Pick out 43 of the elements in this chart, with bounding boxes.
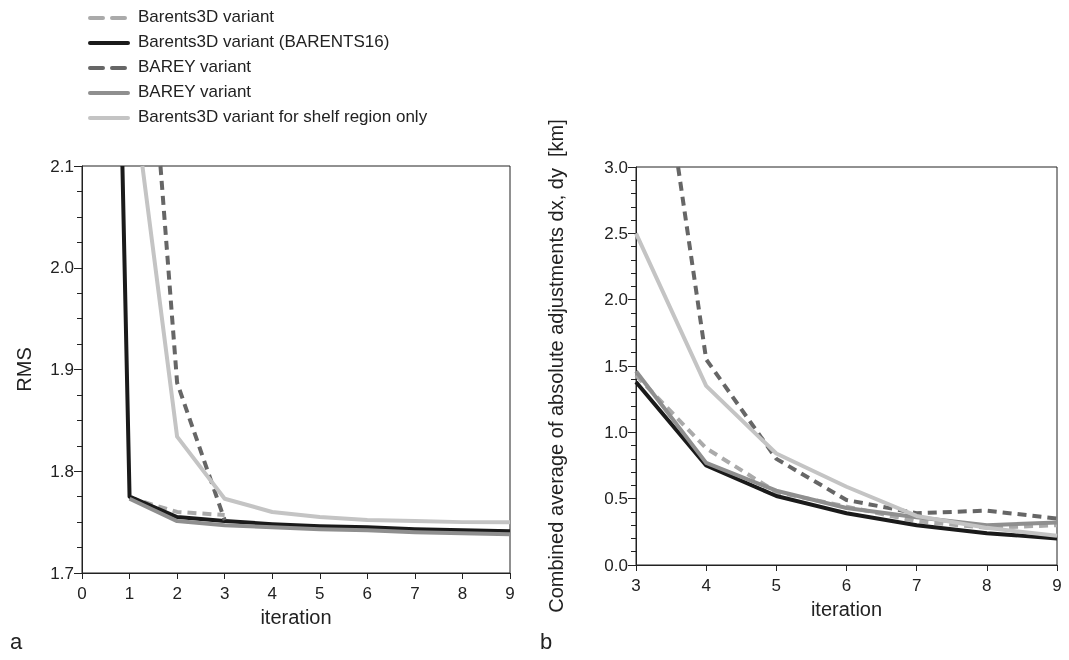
x-tick-label: 1 — [124, 584, 135, 603]
line-series — [634, 231, 1059, 538]
x-tick-label: 0 — [77, 584, 87, 603]
y-axis-title: Combined average of absolute adjustments dx, dy [km] — [545, 119, 567, 613]
legend-label: Barents3D variant (BARENTS16) — [138, 32, 390, 51]
x-tick-label: 5 — [315, 584, 325, 603]
line-series — [676, 165, 1059, 521]
x-tick-label: 8 — [457, 584, 468, 603]
x-tick-label: 8 — [982, 576, 992, 595]
y-tick-label: 0.5 — [604, 489, 628, 509]
y-tick-label: 2.0 — [604, 290, 628, 310]
x-tick-label: 3 — [631, 576, 641, 595]
y-tick-label: 2.1 — [50, 156, 74, 176]
x-axis-title: iteration — [260, 605, 332, 628]
y-tick-label: 1.9 — [50, 360, 74, 379]
legend-label: BAREY variant — [138, 57, 252, 76]
text: a — [10, 628, 23, 654]
x-tick-label: 9 — [1052, 576, 1062, 595]
text: b — [540, 628, 553, 654]
y-tick-label: 1.8 — [50, 461, 74, 481]
x-tick-label: 3 — [219, 584, 230, 603]
legend-label: Barents3D variant for shelf region only — [138, 107, 428, 126]
legend-label: BAREY variant — [138, 82, 252, 101]
x-tick-label: 9 — [505, 584, 515, 603]
x-tick-label: 5 — [771, 576, 782, 595]
x-tick-label: 2 — [172, 584, 182, 603]
x-tick-label: 6 — [841, 576, 852, 595]
x-tick-label: 7 — [410, 584, 420, 603]
y-tick-label: 2.5 — [604, 223, 628, 243]
x-tick-label: 4 — [267, 584, 277, 603]
x-tick-label: 6 — [362, 584, 373, 603]
x-tick-label: 4 — [701, 576, 711, 595]
x-axis-title: iteration — [810, 597, 883, 620]
y-tick-label: 1.0 — [604, 422, 628, 442]
y-tick-label: 0.0 — [604, 555, 628, 575]
line-series — [127, 496, 512, 537]
legend-label: Barents3D variant — [138, 7, 275, 26]
y-axis-title: RMS — [13, 347, 35, 392]
y-tick-label: 3.0 — [604, 157, 628, 177]
y-tick-label: 1.7 — [50, 563, 74, 583]
y-tick-label: 2.0 — [50, 258, 74, 278]
y-tick-label: 1.5 — [604, 356, 628, 376]
x-tick-label: 7 — [911, 576, 922, 595]
